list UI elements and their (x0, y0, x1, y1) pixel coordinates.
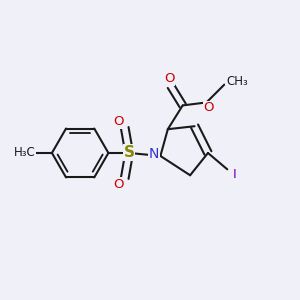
Text: CH₃: CH₃ (226, 75, 248, 88)
Text: I: I (233, 168, 237, 181)
Text: N: N (149, 148, 159, 161)
Text: O: O (164, 72, 175, 85)
Text: S: S (124, 145, 135, 160)
Text: O: O (204, 101, 214, 114)
Text: O: O (113, 115, 124, 128)
Text: H₃C: H₃C (14, 146, 35, 160)
Text: O: O (113, 178, 124, 191)
